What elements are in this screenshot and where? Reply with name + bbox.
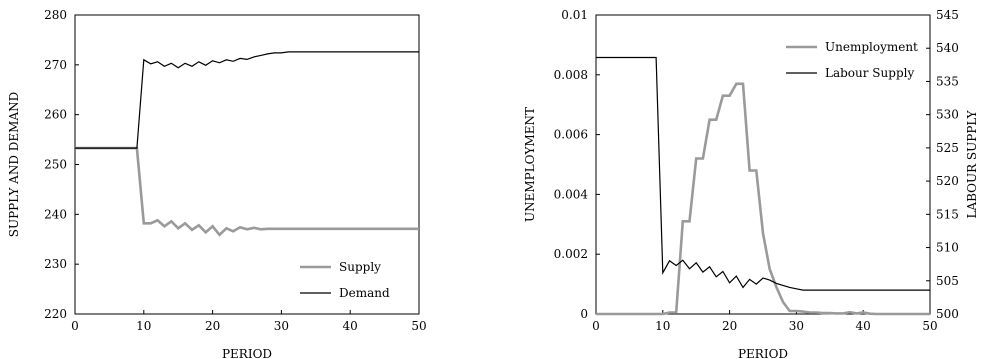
y2-tick-label: 510: [936, 241, 959, 255]
x-axis-title: PERIOD: [222, 347, 272, 359]
legend-label-supply: Supply: [339, 260, 381, 274]
x-tick-label: 40: [856, 319, 871, 333]
y2-tick-label: 520: [936, 174, 959, 188]
x-tick-label: 0: [71, 319, 79, 333]
y-tick-label: 230: [44, 257, 67, 271]
y-tick-label: 0.006: [554, 128, 588, 142]
y-tick-label: 0.004: [554, 187, 589, 201]
series-line-demand: [75, 51, 419, 149]
x-tick-label: 50: [411, 319, 426, 333]
x-tick-label: 0: [592, 319, 600, 333]
plot-frame: [595, 14, 931, 315]
x-tick-label: 10: [655, 319, 670, 333]
y-tick-label: 0.008: [554, 68, 588, 82]
y2-axis-title: LABOUR SUPPLY: [965, 109, 979, 218]
series-line-unemployment: [596, 82, 930, 316]
y-tick-label: 0: [580, 307, 588, 321]
x-axis-title: PERIOD: [738, 347, 788, 359]
y2-tick-label: 545: [936, 8, 959, 22]
y2-tick-label: 530: [936, 108, 959, 122]
y-tick-label: 0.01: [561, 8, 588, 22]
x-tick-label: 10: [136, 319, 151, 333]
unemployment-labour-chart: 0 10 20 30 40 5000.0020.0040.0060.0080.015005…: [523, 8, 979, 359]
supply-demand-chart: 0 10 20 30 40 50 220 230 240 250 260 270 280 PERIOD SU…: [7, 8, 427, 359]
x-tick-label: 20: [205, 319, 220, 333]
series-line-supply: [75, 146, 419, 237]
legend-label-demand: Demand: [339, 286, 390, 300]
x-tick-label: 50: [922, 319, 937, 333]
legend-label-unemployment: Unemployment: [825, 40, 918, 54]
y2-tick-label: 540: [936, 41, 959, 55]
y-axis-title: UNEMPLOYMENT: [523, 107, 537, 222]
x-tick-label: 40: [343, 319, 358, 333]
y2-tick-label: 525: [936, 141, 959, 155]
y-tick-label: 270: [44, 58, 67, 72]
y-tick-label: 260: [44, 108, 67, 122]
legend-label-labour-supply: Labour Supply: [825, 66, 914, 80]
y2-tick-label: 505: [936, 274, 959, 288]
y-tick-label: 0.002: [554, 247, 588, 261]
y-tick-label: 250: [44, 158, 67, 172]
series-line-labour-supply: [596, 56, 930, 291]
y-tick-label: 220: [44, 307, 67, 321]
x-tick-label: 30: [274, 319, 289, 333]
y2-tick-label: 500: [936, 307, 959, 321]
y2-tick-label: 515: [936, 207, 959, 221]
y-axis-title: SUPPLY AND DEMAND: [7, 92, 21, 237]
y-tick-label: 240: [44, 207, 67, 221]
x-tick-label: 20: [722, 319, 737, 333]
y-tick-label: 280: [44, 8, 67, 22]
y2-tick-label: 535: [936, 74, 959, 88]
x-tick-label: 30: [789, 319, 804, 333]
